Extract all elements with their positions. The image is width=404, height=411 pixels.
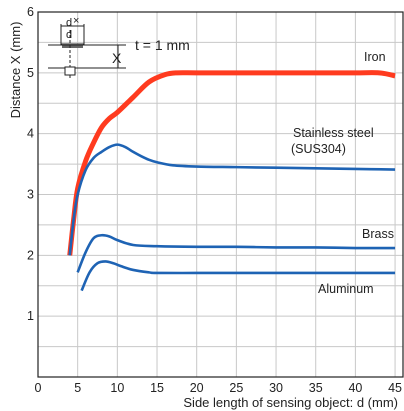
x-tick-label: 5 [74,381,81,395]
x-tick-label: 45 [388,381,402,395]
grid [38,12,403,377]
x-tick-label: 35 [309,381,323,395]
inset-close-mark: × [73,15,79,27]
x-tick-label: 10 [110,381,124,395]
y-tick-label: 5 [27,66,34,80]
y-tick-label: 6 [27,5,34,19]
plot-border [37,11,404,378]
y-tick-labels: 1 2 3 4 5 6 [27,5,34,323]
series-label-stainless-line: (SUS304) [291,142,346,156]
x-tick-label: 30 [269,381,283,395]
inset-x-label: X [112,50,122,66]
sensor-diagram: d × d X t = 1 mm [48,15,190,78]
series-label-brass: Brass [362,227,394,241]
y-tick-label: 1 [27,309,34,323]
inset-d-side: d [66,29,72,41]
plot-frame [37,11,404,378]
series-line-iron [67,70,396,256]
x-tick-label: 15 [150,381,164,395]
x-tick-label: 40 [348,381,362,395]
x-tick-labels: 0 5 10 15 20 25 30 35 40 45 [35,381,403,395]
series-line-aluminum [80,260,396,292]
y-tick-label: 2 [27,248,34,262]
series-label-stainless: Stainless steel (SUS304) [291,126,374,156]
inset-box [60,25,85,45]
y-axis-title: Distance X (mm) [8,22,23,119]
thickness-annotation: t = 1 mm [135,37,190,53]
x-axis-title: Side length of sensing object: d (mm) [183,395,398,410]
series-label-stainless-line: Stainless steel [293,126,374,140]
inset-sensor [64,66,76,76]
series-label-iron: Iron [364,50,386,64]
series-line-stainless [68,143,396,256]
y-tick-label: 4 [27,127,34,141]
series-labels: Iron Stainless steel (SUS304) Brass Alumi… [291,50,394,296]
x-tick-label: 0 [35,381,42,395]
series-label-aluminum: Aluminum [318,282,374,296]
inset-target-plate [62,44,83,48]
x-tick-label: 20 [190,381,204,395]
inset-d-top: d [66,17,72,29]
series-lines [67,70,396,292]
series-line-brass [76,233,396,273]
x-tick-label: 25 [229,381,243,395]
y-tick-label: 3 [27,188,34,202]
